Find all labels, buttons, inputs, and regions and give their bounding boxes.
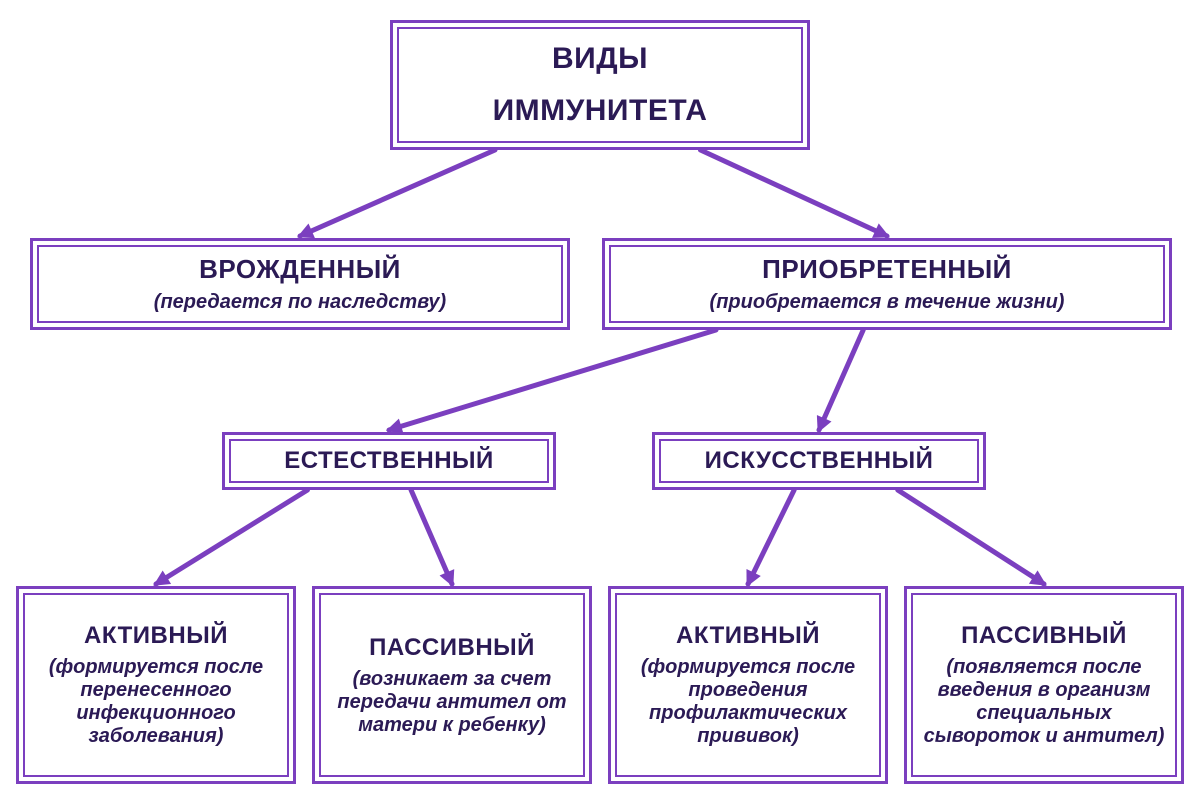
node-natural-passive-subtitle: (возникает за счет передачи антител от м… xyxy=(325,668,579,737)
node-natural-active: АКТИВНЫЙ (формируется после перенесенног… xyxy=(16,586,296,784)
node-natural-title: ЕСТЕСТВЕННЫЙ xyxy=(284,447,494,475)
node-acquired-title: ПРИОБРЕТЕННЫЙ xyxy=(762,254,1012,285)
node-artificial-passive-title: ПАССИВНЫЙ xyxy=(961,622,1127,650)
node-artificial-passive: ПАССИВНЫЙ (появляется после введения в о… xyxy=(904,586,1184,784)
node-root-title-line2: ИММУНИТЕТА xyxy=(493,94,708,128)
node-acquired-subtitle: (приобретается в течение жизни) xyxy=(710,291,1065,314)
node-natural-active-title: АКТИВНЫЙ xyxy=(84,622,228,650)
node-acquired: ПРИОБРЕТЕННЫЙ (приобретается в течение ж… xyxy=(602,238,1172,330)
node-artificial: ИСКУССТВЕННЫЙ xyxy=(652,432,986,490)
node-natural: ЕСТЕСТВЕННЫЙ xyxy=(222,432,556,490)
node-artificial-active: АКТИВНЫЙ (формируется после проведения п… xyxy=(608,586,888,784)
node-artificial-passive-subtitle: (появляется после введения в организм сп… xyxy=(917,656,1171,748)
node-artificial-active-title: АКТИВНЫЙ xyxy=(676,622,820,650)
node-artificial-active-subtitle: (формируется после проведения профилакти… xyxy=(621,656,875,748)
node-innate-subtitle: (передается по наследству) xyxy=(154,291,446,314)
node-root-title-line1: ВИДЫ xyxy=(552,42,648,76)
node-innate-title: ВРОЖДЕННЫЙ xyxy=(199,254,401,285)
diagram-stage: { "diagram": { "type": "tree", "canvas":… xyxy=(0,0,1200,799)
node-root: ВИДЫ ИММУНИТЕТА xyxy=(390,20,810,150)
node-natural-active-subtitle: (формируется после перенесенного инфекци… xyxy=(29,656,283,748)
node-artificial-title: ИСКУССТВЕННЫЙ xyxy=(705,447,934,475)
node-natural-passive: ПАССИВНЫЙ (возникает за счет передачи ан… xyxy=(312,586,592,784)
node-innate: ВРОЖДЕННЫЙ (передается по наследству) xyxy=(30,238,570,330)
node-natural-passive-title: ПАССИВНЫЙ xyxy=(369,634,535,662)
